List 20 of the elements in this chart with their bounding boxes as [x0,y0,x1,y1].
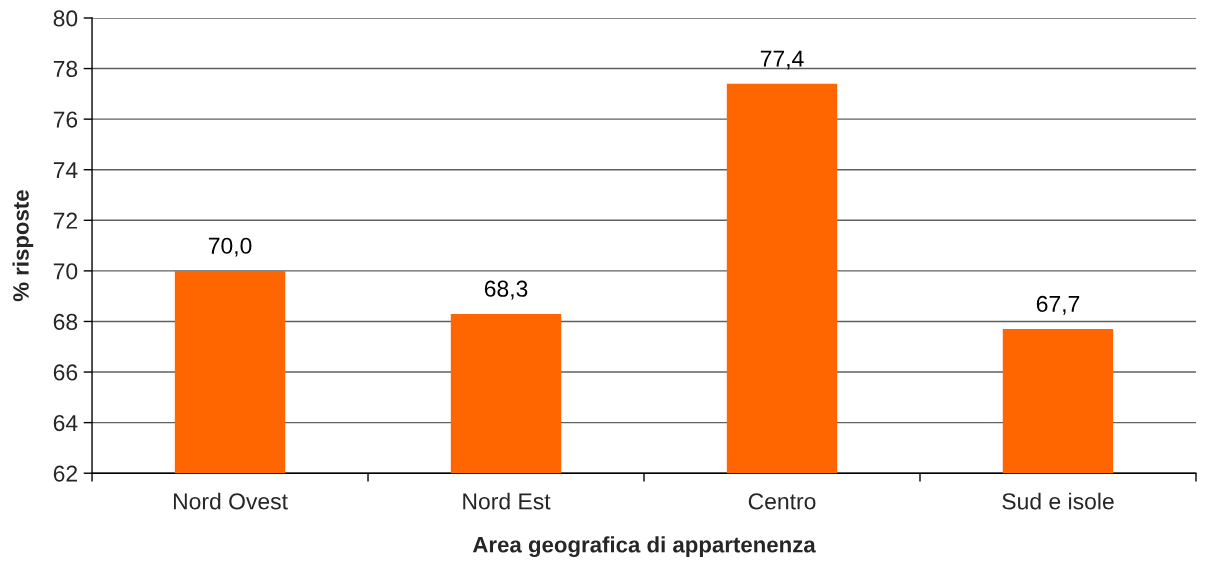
y-tick-label: 70 [53,263,78,280]
x-tick-label: Centro [748,493,816,510]
x-tick-label: Nord Est [463,492,551,510]
data-label: 67,7 [1036,295,1080,315]
x-tick-label: Nord Ovest [173,492,288,510]
y-tick-label: 68 [53,313,78,330]
y-tick-label: 64 [53,414,78,432]
data-label: 70,0 [208,237,252,257]
y-tick-label: 72 [53,212,77,229]
y-tick-label: 62 [53,465,77,482]
y-tick-label: 80 [53,10,78,27]
y-tick-label: 78 [53,60,78,78]
y-tick-label: 66 [53,364,78,381]
y-tick-label: 76 [53,111,78,128]
x-axis-title: Area geografica di appartenenza [472,536,816,558]
y-axis-title: % risposte [12,190,34,302]
y-tick-label: 74 [53,162,78,179]
x-tick-label: Sud e isole [1002,492,1114,510]
data-label: 68,3 [484,280,528,300]
data-label: 77,4 [760,50,804,70]
